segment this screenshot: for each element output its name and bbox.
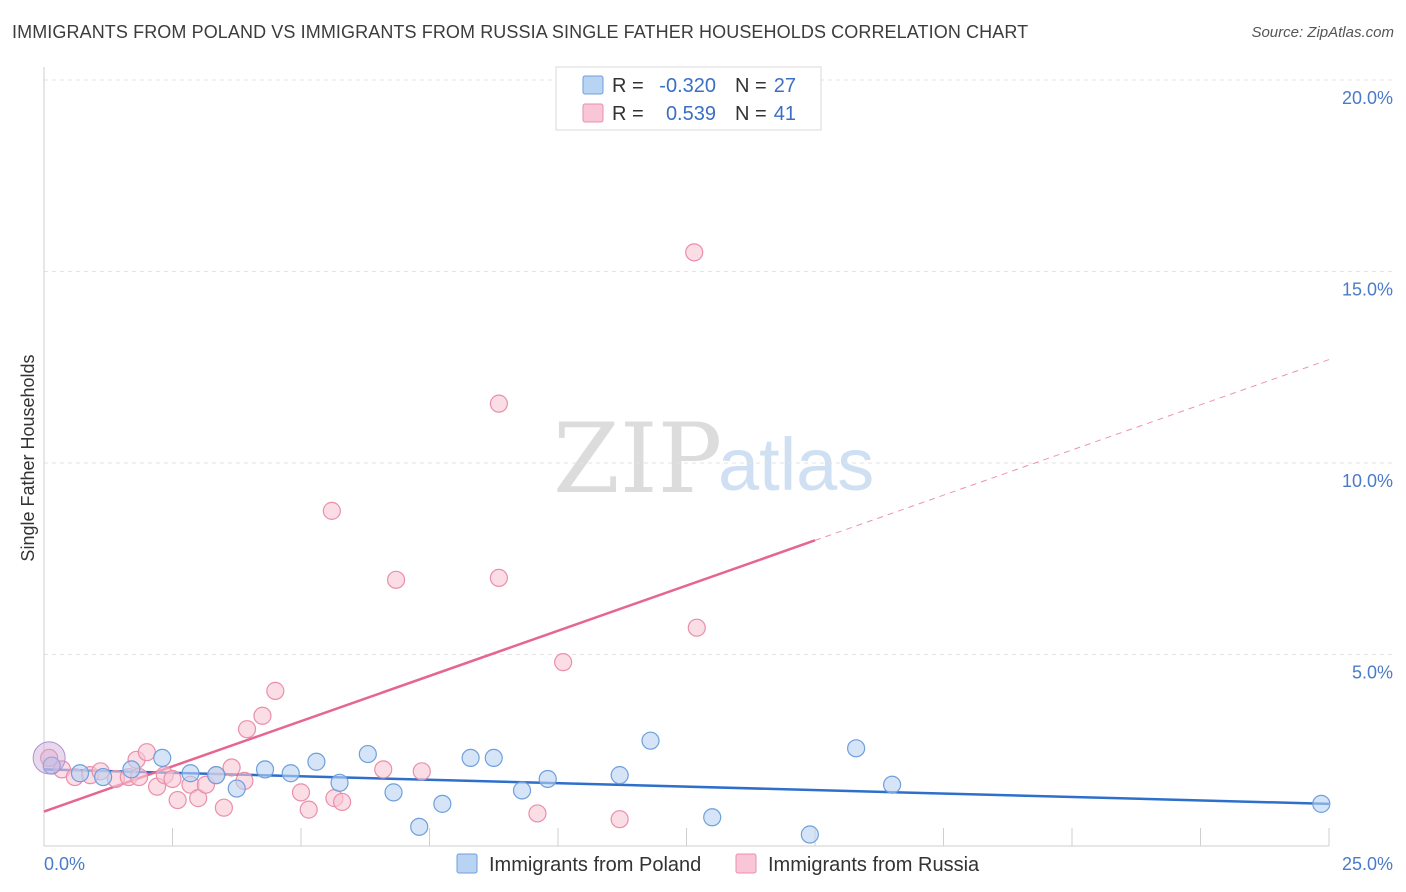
point-series1-19 xyxy=(222,758,241,777)
point-series1-36 xyxy=(610,810,629,829)
y-tick-label-3: 20.0% xyxy=(1342,88,1393,108)
point-series0-3 xyxy=(122,760,141,779)
point-series0-17 xyxy=(484,748,503,768)
point-series0-24 xyxy=(847,739,866,758)
poland-n-label: N = xyxy=(735,75,767,97)
point-series1-33 xyxy=(489,568,508,588)
watermark: ZIP atlas xyxy=(553,403,874,515)
y-tick-label-1: 10.0% xyxy=(1342,471,1393,491)
chart-source: Source: ZipAtlas.com xyxy=(1251,24,1394,41)
watermark-zip: ZIP xyxy=(553,403,722,515)
y-axis-title: Single Father Households xyxy=(18,354,38,561)
point-series0-20 xyxy=(610,766,629,785)
point-series1-9 xyxy=(137,743,156,762)
point-series0-21 xyxy=(641,731,660,750)
point-series1-30 xyxy=(386,570,406,589)
poland-r-value: -0.320 xyxy=(659,75,716,97)
russia-r-label: R = xyxy=(612,103,644,125)
point-series0-2 xyxy=(94,767,113,787)
point-series0-14 xyxy=(410,817,429,836)
point-series0-6 xyxy=(207,766,226,785)
data-points xyxy=(32,243,1331,844)
point-series1-26 xyxy=(322,501,341,520)
russia-n-value: 41 xyxy=(774,103,796,125)
point-series1-25 xyxy=(299,800,318,819)
poland-r-label: R = xyxy=(612,75,644,97)
legend-poland-label: Immigrants from Poland xyxy=(489,854,701,876)
point-series0-13 xyxy=(384,783,403,802)
point-series1-18 xyxy=(214,798,233,817)
legend-russia-swatch xyxy=(735,853,757,874)
point-series1-12 xyxy=(163,769,182,789)
y-tick-label-0: 5.0% xyxy=(1352,663,1393,683)
point-series1-34 xyxy=(528,804,547,823)
poland-n-value: 27 xyxy=(774,75,796,97)
point-series0-23 xyxy=(800,825,819,844)
point-series0-1 xyxy=(70,764,90,783)
point-series0-4 xyxy=(153,748,172,768)
point-series0-16 xyxy=(461,748,480,768)
point-series0-18 xyxy=(512,781,532,800)
series-legend: Immigrants from Poland Immigrants from R… xyxy=(456,853,980,876)
x-tick-label-1: 25.0% xyxy=(1342,854,1393,874)
y-tick-labels: 5.0% 10.0% 15.0% 20.0% xyxy=(1342,88,1393,683)
point-series1-23 xyxy=(266,681,285,700)
point-cluster-origin xyxy=(32,741,66,775)
stats-legend: R = -0.320 N = 27 R = 0.539 N = 41 xyxy=(555,66,822,131)
point-series1-35 xyxy=(554,653,573,672)
point-series0-26 xyxy=(1312,794,1331,813)
point-series0-11 xyxy=(330,773,349,792)
point-series1-28 xyxy=(333,792,352,812)
point-series0-12 xyxy=(358,744,377,764)
point-series1-22 xyxy=(253,706,272,725)
trend-line-ext-1 xyxy=(814,359,1330,541)
point-series0-9 xyxy=(281,764,300,783)
russia-n-label: N = xyxy=(735,103,767,125)
point-series1-38 xyxy=(685,243,704,262)
point-series0-10 xyxy=(307,752,326,771)
point-series1-37 xyxy=(687,618,706,637)
point-series0-5 xyxy=(181,764,200,783)
russia-r-value: 0.539 xyxy=(666,103,716,125)
point-series0-7 xyxy=(227,779,246,798)
point-series1-24 xyxy=(291,783,311,802)
point-series1-21 xyxy=(237,720,257,739)
point-series1-13 xyxy=(168,790,187,810)
axes xyxy=(43,67,1330,847)
trend-line-1 xyxy=(43,539,816,813)
watermark-atlas: atlas xyxy=(718,423,874,506)
x-tick-label-0: 0.0% xyxy=(44,854,85,874)
point-series0-8 xyxy=(255,760,275,779)
point-series0-25 xyxy=(882,775,902,794)
legend-russia-label: Immigrants from Russia xyxy=(768,854,980,876)
point-series0-19 xyxy=(538,769,557,789)
point-series1-29 xyxy=(374,760,393,779)
x-tick-labels: 0.0% 25.0% xyxy=(44,854,1393,874)
poland-swatch xyxy=(582,75,604,95)
point-series0-22 xyxy=(703,808,722,827)
point-series1-31 xyxy=(412,762,431,781)
russia-swatch xyxy=(582,103,604,123)
point-series1-15 xyxy=(189,789,208,808)
point-series1-32 xyxy=(489,394,508,413)
point-series0-15 xyxy=(433,794,452,813)
chart-title: IMMIGRANTS FROM POLAND VS IMMIGRANTS FRO… xyxy=(12,22,1029,42)
legend-poland-swatch xyxy=(456,853,478,874)
y-tick-label-2: 15.0% xyxy=(1342,280,1393,300)
gridlines xyxy=(44,79,1393,655)
